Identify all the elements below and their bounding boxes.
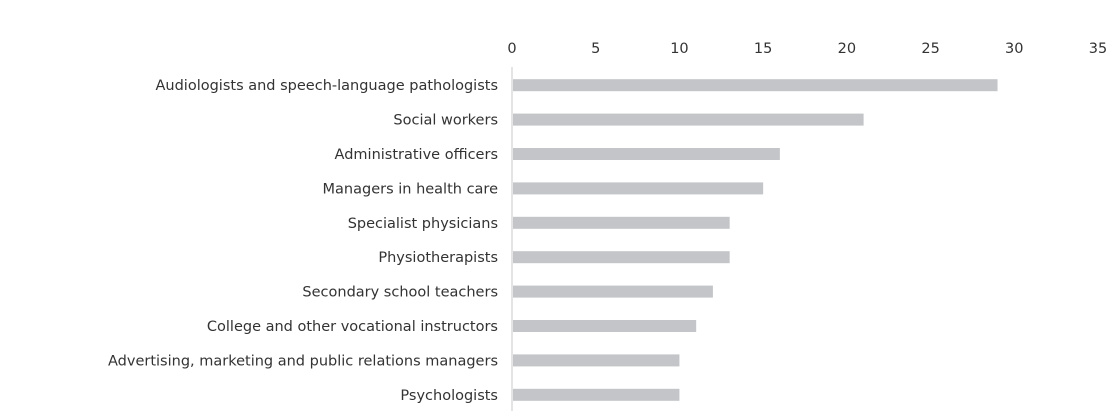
x-tick-label: 5 bbox=[591, 41, 600, 57]
bar bbox=[513, 388, 680, 401]
category-labels: Audiologists and speech-language patholo… bbox=[108, 78, 498, 404]
bar bbox=[513, 79, 998, 92]
bar bbox=[513, 216, 730, 229]
category-label: Physiotherapists bbox=[378, 250, 498, 266]
bar bbox=[513, 113, 864, 126]
bar bbox=[513, 354, 680, 367]
category-label: Managers in health care bbox=[323, 181, 499, 197]
bar bbox=[513, 148, 780, 160]
category-label: Secondary school teachers bbox=[302, 285, 498, 301]
x-tick-label: 10 bbox=[670, 41, 688, 57]
category-label: Specialist physicians bbox=[348, 216, 498, 232]
bar bbox=[513, 251, 730, 264]
category-label: Social workers bbox=[393, 113, 498, 129]
x-tick-label: 0 bbox=[507, 41, 516, 57]
x-tick-label: 35 bbox=[1089, 41, 1107, 57]
bars bbox=[513, 79, 998, 401]
x-tick-label: 30 bbox=[1005, 41, 1023, 57]
x-tick-label: 25 bbox=[921, 41, 939, 57]
x-tick-label: 20 bbox=[838, 41, 856, 57]
category-label: Audiologists and speech-language patholo… bbox=[155, 78, 498, 94]
bar bbox=[513, 182, 764, 195]
x-axis-ticks: 0 5 10 15 20 25 30 35 bbox=[507, 41, 1107, 57]
category-label: Psychologists bbox=[400, 388, 498, 404]
bar bbox=[513, 285, 713, 298]
category-label: Advertising, marketing and public relati… bbox=[108, 353, 498, 369]
x-tick-label: 15 bbox=[754, 41, 772, 57]
bar bbox=[513, 320, 697, 332]
category-label: College and other vocational instructors bbox=[207, 319, 498, 335]
category-label: Administrative officers bbox=[335, 147, 498, 163]
